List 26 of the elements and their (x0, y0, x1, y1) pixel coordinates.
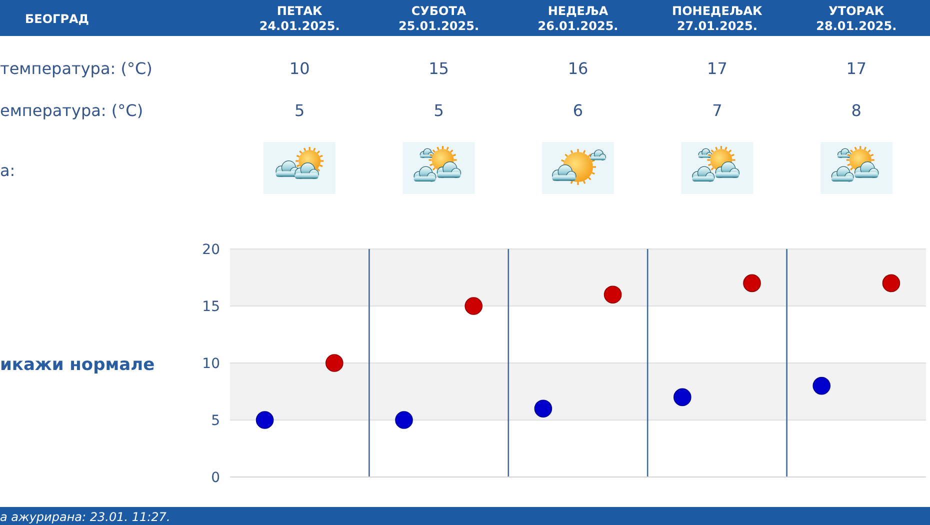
y-tick-label: 15 (202, 298, 220, 315)
data-label: 8 (851, 101, 862, 120)
text: СУБОТА 25.01.2025. (398, 4, 480, 33)
data-label: 17 (707, 59, 728, 78)
data-label: 5 (294, 101, 305, 120)
text: а: (0, 161, 16, 180)
text: икажи нормале (0, 355, 155, 375)
y-tick-label: 5 (211, 412, 220, 429)
text: ПЕТАК 24.01.2025. (259, 4, 340, 33)
data-label: 15 (428, 59, 449, 78)
text: температура: (°C) (0, 59, 152, 78)
data-label: 6 (572, 101, 584, 120)
data-label: 16 (568, 59, 588, 78)
y-tick-label: 20 (202, 242, 220, 258)
data-label: 17 (846, 59, 867, 78)
text: БЕОГРАД (25, 12, 89, 26)
text: а ажурирана: 23.01. 11:27. (0, 510, 170, 524)
data-label: 7 (712, 101, 722, 120)
text: НЕДЕЉА 26.01.2025. (538, 4, 618, 33)
data-label: 5 (434, 101, 444, 120)
text: емпература: (°C) (0, 101, 144, 120)
y-tick-label: 10 (202, 356, 220, 372)
text: УТОРАК 28.01.2025. (816, 4, 897, 33)
text: ПОНЕДЕЉАК 27.01.2025. (672, 4, 763, 33)
y-tick-label: 0 (211, 470, 220, 486)
data-label: 10 (289, 59, 310, 78)
